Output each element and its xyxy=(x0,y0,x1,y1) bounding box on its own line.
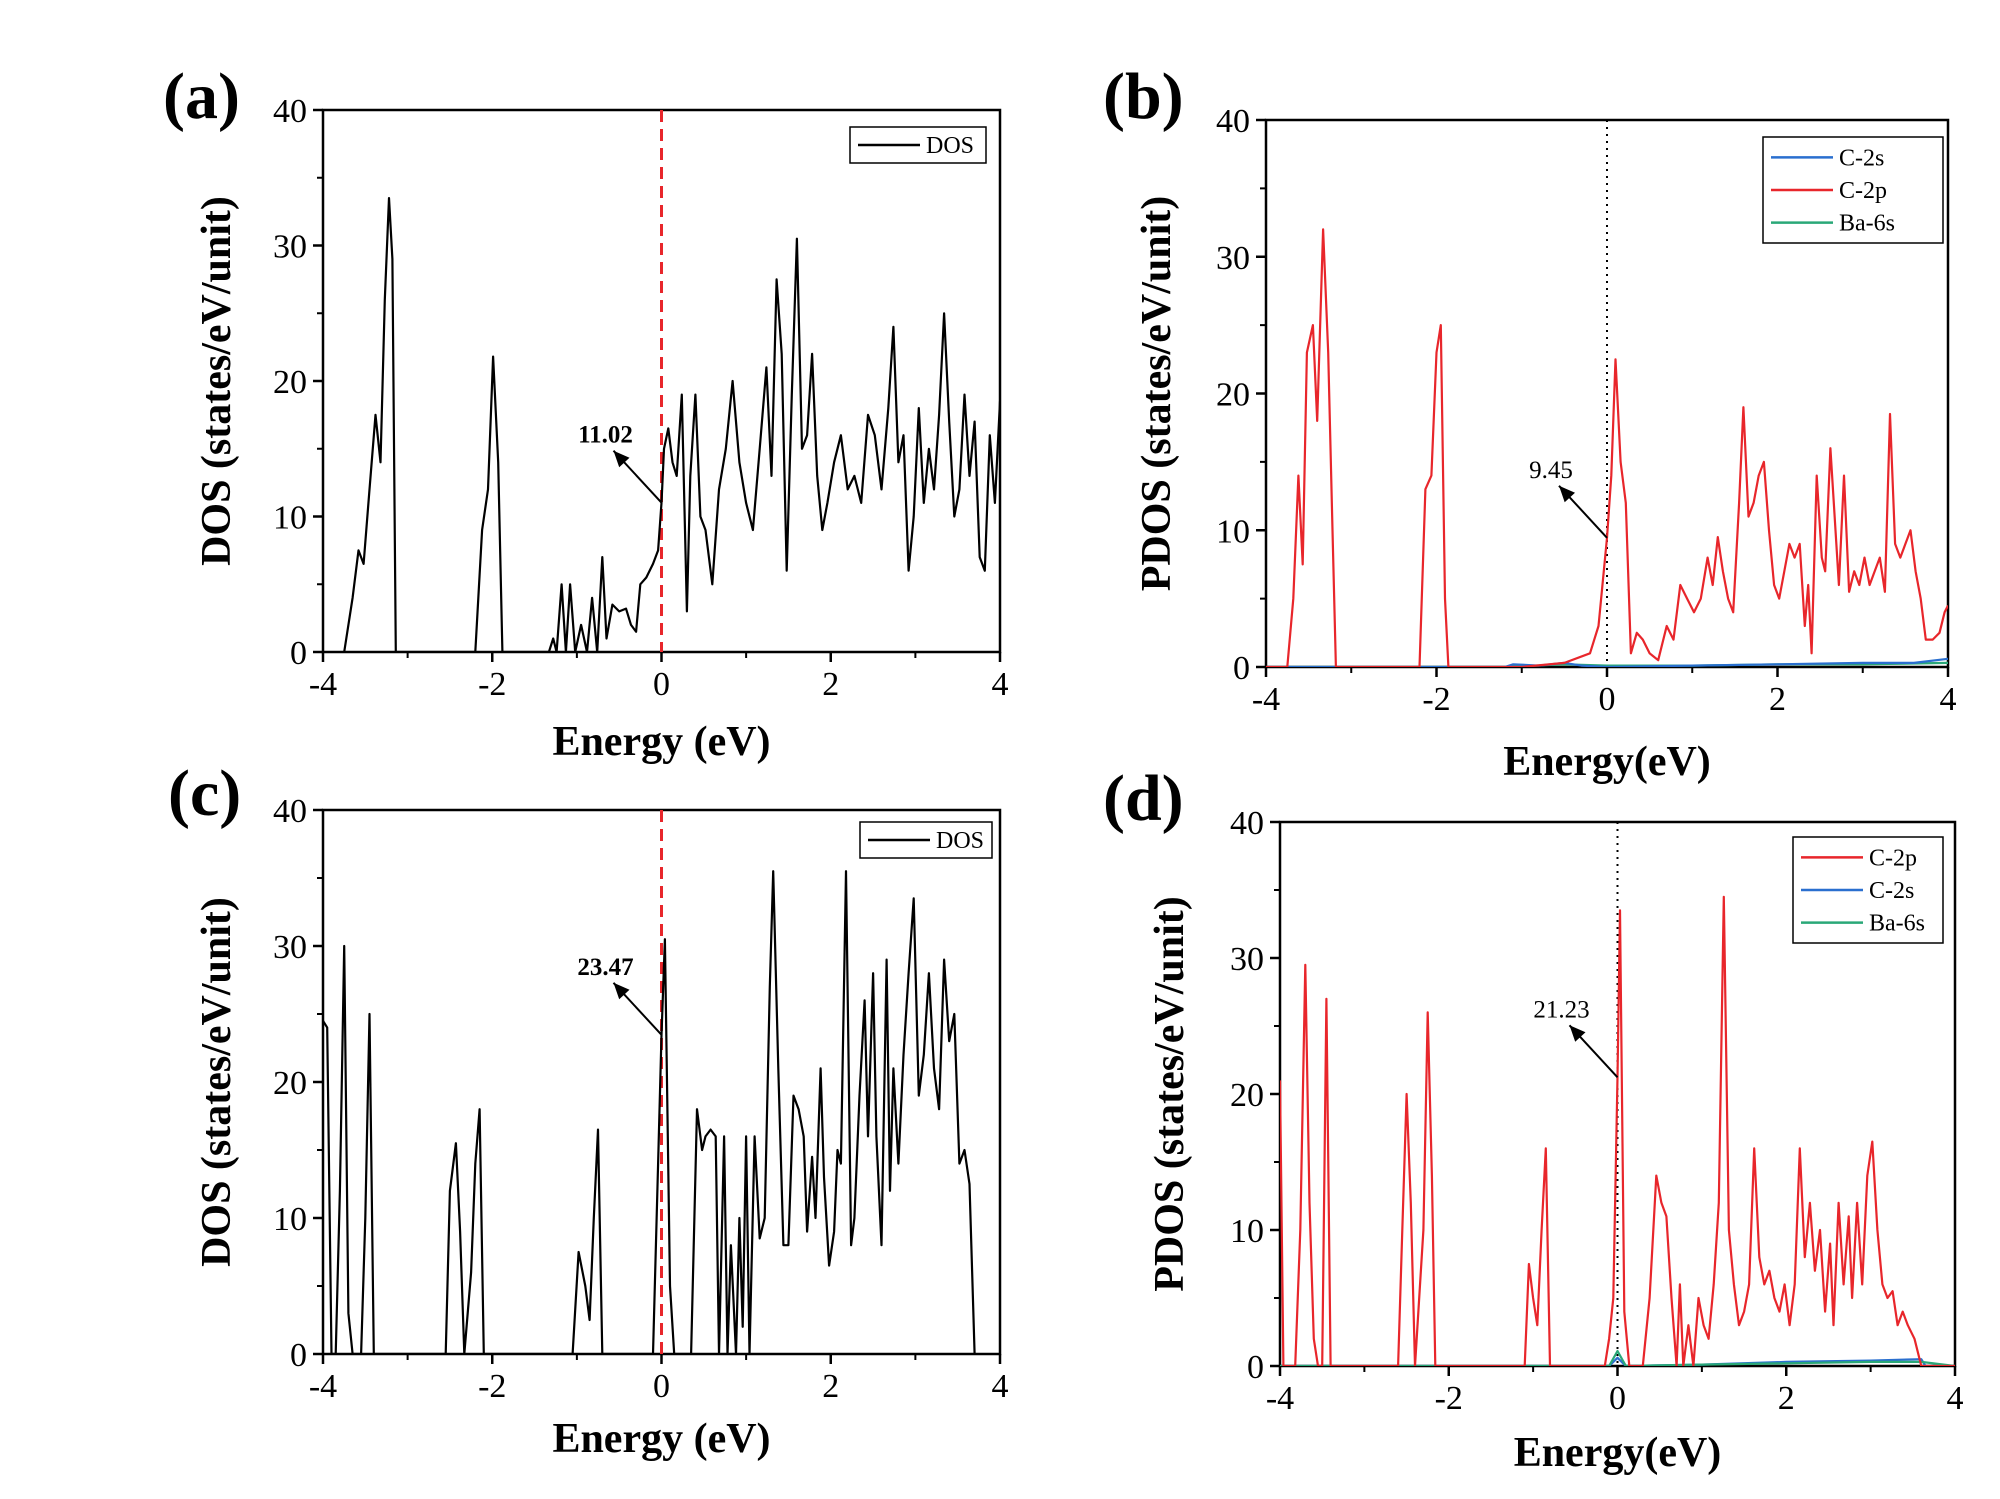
legend-label: C-2s xyxy=(1839,145,1884,171)
x-tick-label: 4 xyxy=(992,666,1009,703)
x-axis-title: Energy (eV) xyxy=(552,719,770,765)
x-axis-title: Energy(eV) xyxy=(1514,1430,1722,1476)
x-tick-label: 0 xyxy=(653,666,670,703)
y-tick-label: 30 xyxy=(1230,941,1264,978)
legend-label: Ba-6s xyxy=(1869,911,1925,937)
x-tick-label: 0 xyxy=(653,1368,670,1405)
legend-label: C-2s xyxy=(1869,878,1914,904)
y-tick-label: 30 xyxy=(1216,240,1250,277)
x-tick-label: -2 xyxy=(1422,681,1450,718)
x-tick-label: 2 xyxy=(822,666,839,703)
y-tick-label: 0 xyxy=(1247,1349,1264,1386)
x-tick-label: -4 xyxy=(1252,681,1280,718)
series-line-c-2p xyxy=(1266,228,1948,667)
x-tick-label: -4 xyxy=(309,1368,337,1405)
y-tick-label: 10 xyxy=(1230,1213,1264,1250)
y-tick-label: 40 xyxy=(273,93,307,130)
panel-label: (a) xyxy=(163,60,240,133)
panel-label: (b) xyxy=(1103,60,1184,133)
series-line-dos xyxy=(323,870,976,1354)
y-tick-label: 40 xyxy=(273,793,307,830)
y-tick-label: 40 xyxy=(1216,103,1250,140)
y-tick-label: 0 xyxy=(1233,650,1250,687)
x-tick-label: 2 xyxy=(822,1368,839,1405)
legend: C-2p C-2s Ba-6s xyxy=(1792,836,1944,944)
y-tick-label: 0 xyxy=(290,1337,307,1374)
y-axis-title: PDOS (states/eV/unit) xyxy=(1134,196,1180,591)
y-tick-label: 0 xyxy=(290,635,307,672)
y-tick-label: 20 xyxy=(273,1065,307,1102)
y-tick-label: 30 xyxy=(273,929,307,966)
y-tick-label: 20 xyxy=(1216,377,1250,414)
legend-label: C-2p xyxy=(1869,845,1917,871)
panel-label: (c) xyxy=(168,757,241,830)
legend-label: C-2p xyxy=(1839,178,1887,204)
legend: DOS xyxy=(859,821,993,859)
x-tick-label: 2 xyxy=(1769,681,1786,718)
y-tick-label: 30 xyxy=(273,229,307,266)
legend-label: DOS xyxy=(926,133,974,159)
x-tick-label: 0 xyxy=(1599,681,1616,718)
legend: DOS xyxy=(849,126,987,164)
annotation-arrow-head xyxy=(613,450,630,468)
x-tick-label: -4 xyxy=(1266,1380,1294,1417)
x-tick-label: 4 xyxy=(992,1368,1009,1405)
annotation-arrow-head xyxy=(1569,1025,1586,1042)
legend: C-2s C-2p Ba-6s xyxy=(1762,136,1944,244)
annotation-value: 9.45 xyxy=(1529,457,1573,484)
series-line-c-2p xyxy=(1280,895,1955,1366)
series-line-ba-6s xyxy=(1280,1349,1955,1366)
x-tick-label: 4 xyxy=(1940,681,1957,718)
annotation-value: 21.23 xyxy=(1533,996,1589,1023)
series-line-c-2s xyxy=(1266,657,1948,667)
y-axis-title: DOS (states/eV/unit) xyxy=(194,897,240,1267)
legend-label: Ba-6s xyxy=(1839,211,1895,237)
x-tick-label: 4 xyxy=(1947,1380,1964,1417)
x-tick-label: 0 xyxy=(1609,1380,1626,1417)
y-tick-label: 10 xyxy=(1216,513,1250,550)
y-tick-label: 20 xyxy=(273,364,307,401)
y-tick-label: 40 xyxy=(1230,805,1264,842)
series-line-dos xyxy=(343,197,1000,652)
x-tick-label: 2 xyxy=(1778,1380,1795,1417)
x-axis-title: Energy (eV) xyxy=(552,1416,770,1462)
x-tick-label: -2 xyxy=(1435,1380,1463,1417)
annotation-arrow-head xyxy=(1559,485,1575,503)
y-axis-title: PDOS (states/eV/unit) xyxy=(1147,896,1193,1291)
x-axis-title: Energy(eV) xyxy=(1503,739,1711,785)
y-tick-label: 10 xyxy=(273,500,307,537)
annotation-value: 11.02 xyxy=(578,422,633,449)
y-tick-label: 10 xyxy=(273,1201,307,1238)
annotation-value: 23.47 xyxy=(577,954,633,981)
legend-label: DOS xyxy=(936,828,984,854)
x-tick-label: -2 xyxy=(478,1368,506,1405)
panel-label: (d) xyxy=(1103,762,1184,835)
x-tick-label: -2 xyxy=(478,666,506,703)
annotation-arrow-head xyxy=(613,982,630,1000)
y-tick-label: 20 xyxy=(1230,1077,1264,1114)
x-tick-label: -4 xyxy=(309,666,337,703)
y-axis-title: DOS (states/eV/unit) xyxy=(194,196,240,566)
